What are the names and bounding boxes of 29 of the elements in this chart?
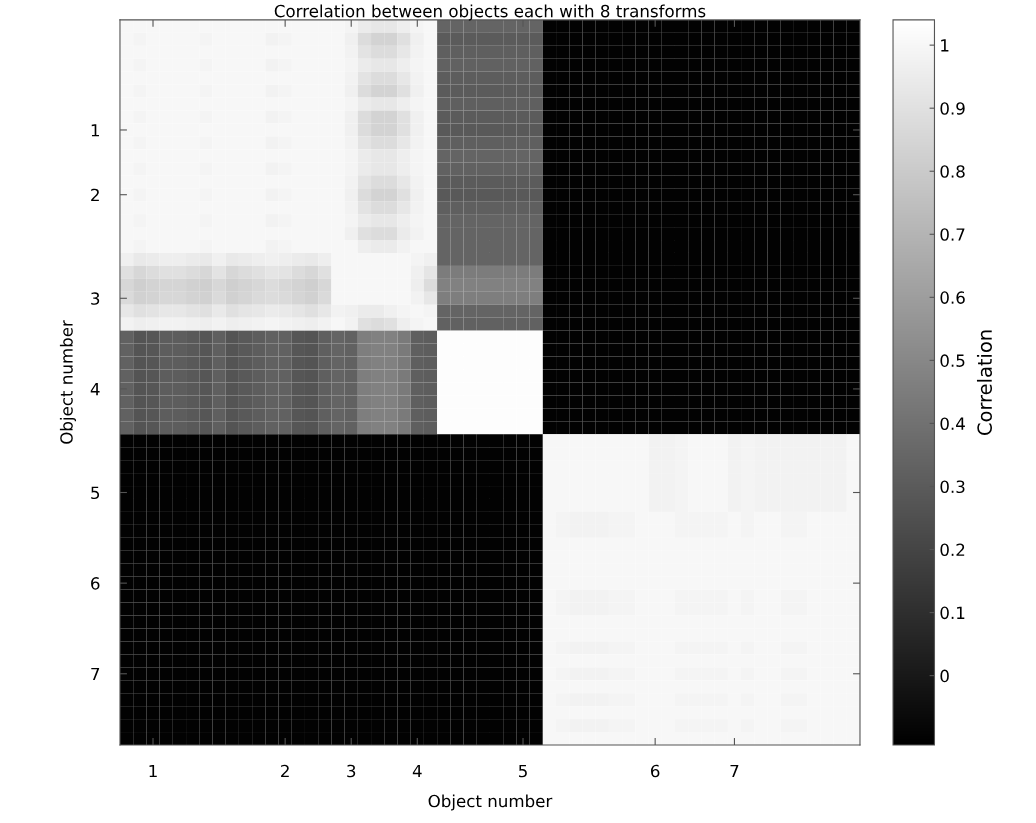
x-tick-label: 2 [281, 764, 289, 778]
color-bar-label: 0.8 [940, 165, 965, 178]
color-bar-title: Correlation [976, 330, 992, 435]
y-tick-label: 3 [91, 292, 100, 305]
color-bar-label: 0.6 [940, 291, 965, 304]
x-axis-title: Object number [428, 794, 553, 811]
chart-title: Correlation between objects each with 8 transforms [274, 4, 706, 21]
x-tick-label: 7 [730, 764, 739, 778]
y-tick-label: 2 [91, 188, 99, 202]
color-bar-label: 0 [940, 669, 949, 683]
x-tick-label: 5 [519, 764, 527, 778]
color-bar-label: 0.5 [940, 354, 965, 367]
y-tick-label: 6 [91, 577, 100, 590]
y-tick-label: 1 [91, 124, 99, 137]
color-bar-label: 0.4 [940, 417, 965, 430]
color-bar-label: 0.3 [940, 480, 965, 494]
color-bar-label: 0.2 [940, 543, 965, 557]
y-tick-label: 7 [91, 667, 100, 681]
y-tick-label: 5 [91, 486, 100, 500]
x-tick-label: 6 [651, 764, 660, 778]
y-tick-label: 4 [90, 383, 100, 396]
color-bar-label: 1 [941, 39, 949, 52]
color-bar-label: 0.7 [940, 228, 965, 241]
y-axis-title: Object number [59, 320, 77, 444]
color-bar-label: 0.1 [940, 606, 965, 620]
x-tick-label: 1 [149, 764, 157, 778]
x-tick-label: 4 [412, 764, 422, 778]
color-bar-label: 0.9 [940, 102, 965, 115]
x-tick-label: 3 [347, 764, 356, 778]
